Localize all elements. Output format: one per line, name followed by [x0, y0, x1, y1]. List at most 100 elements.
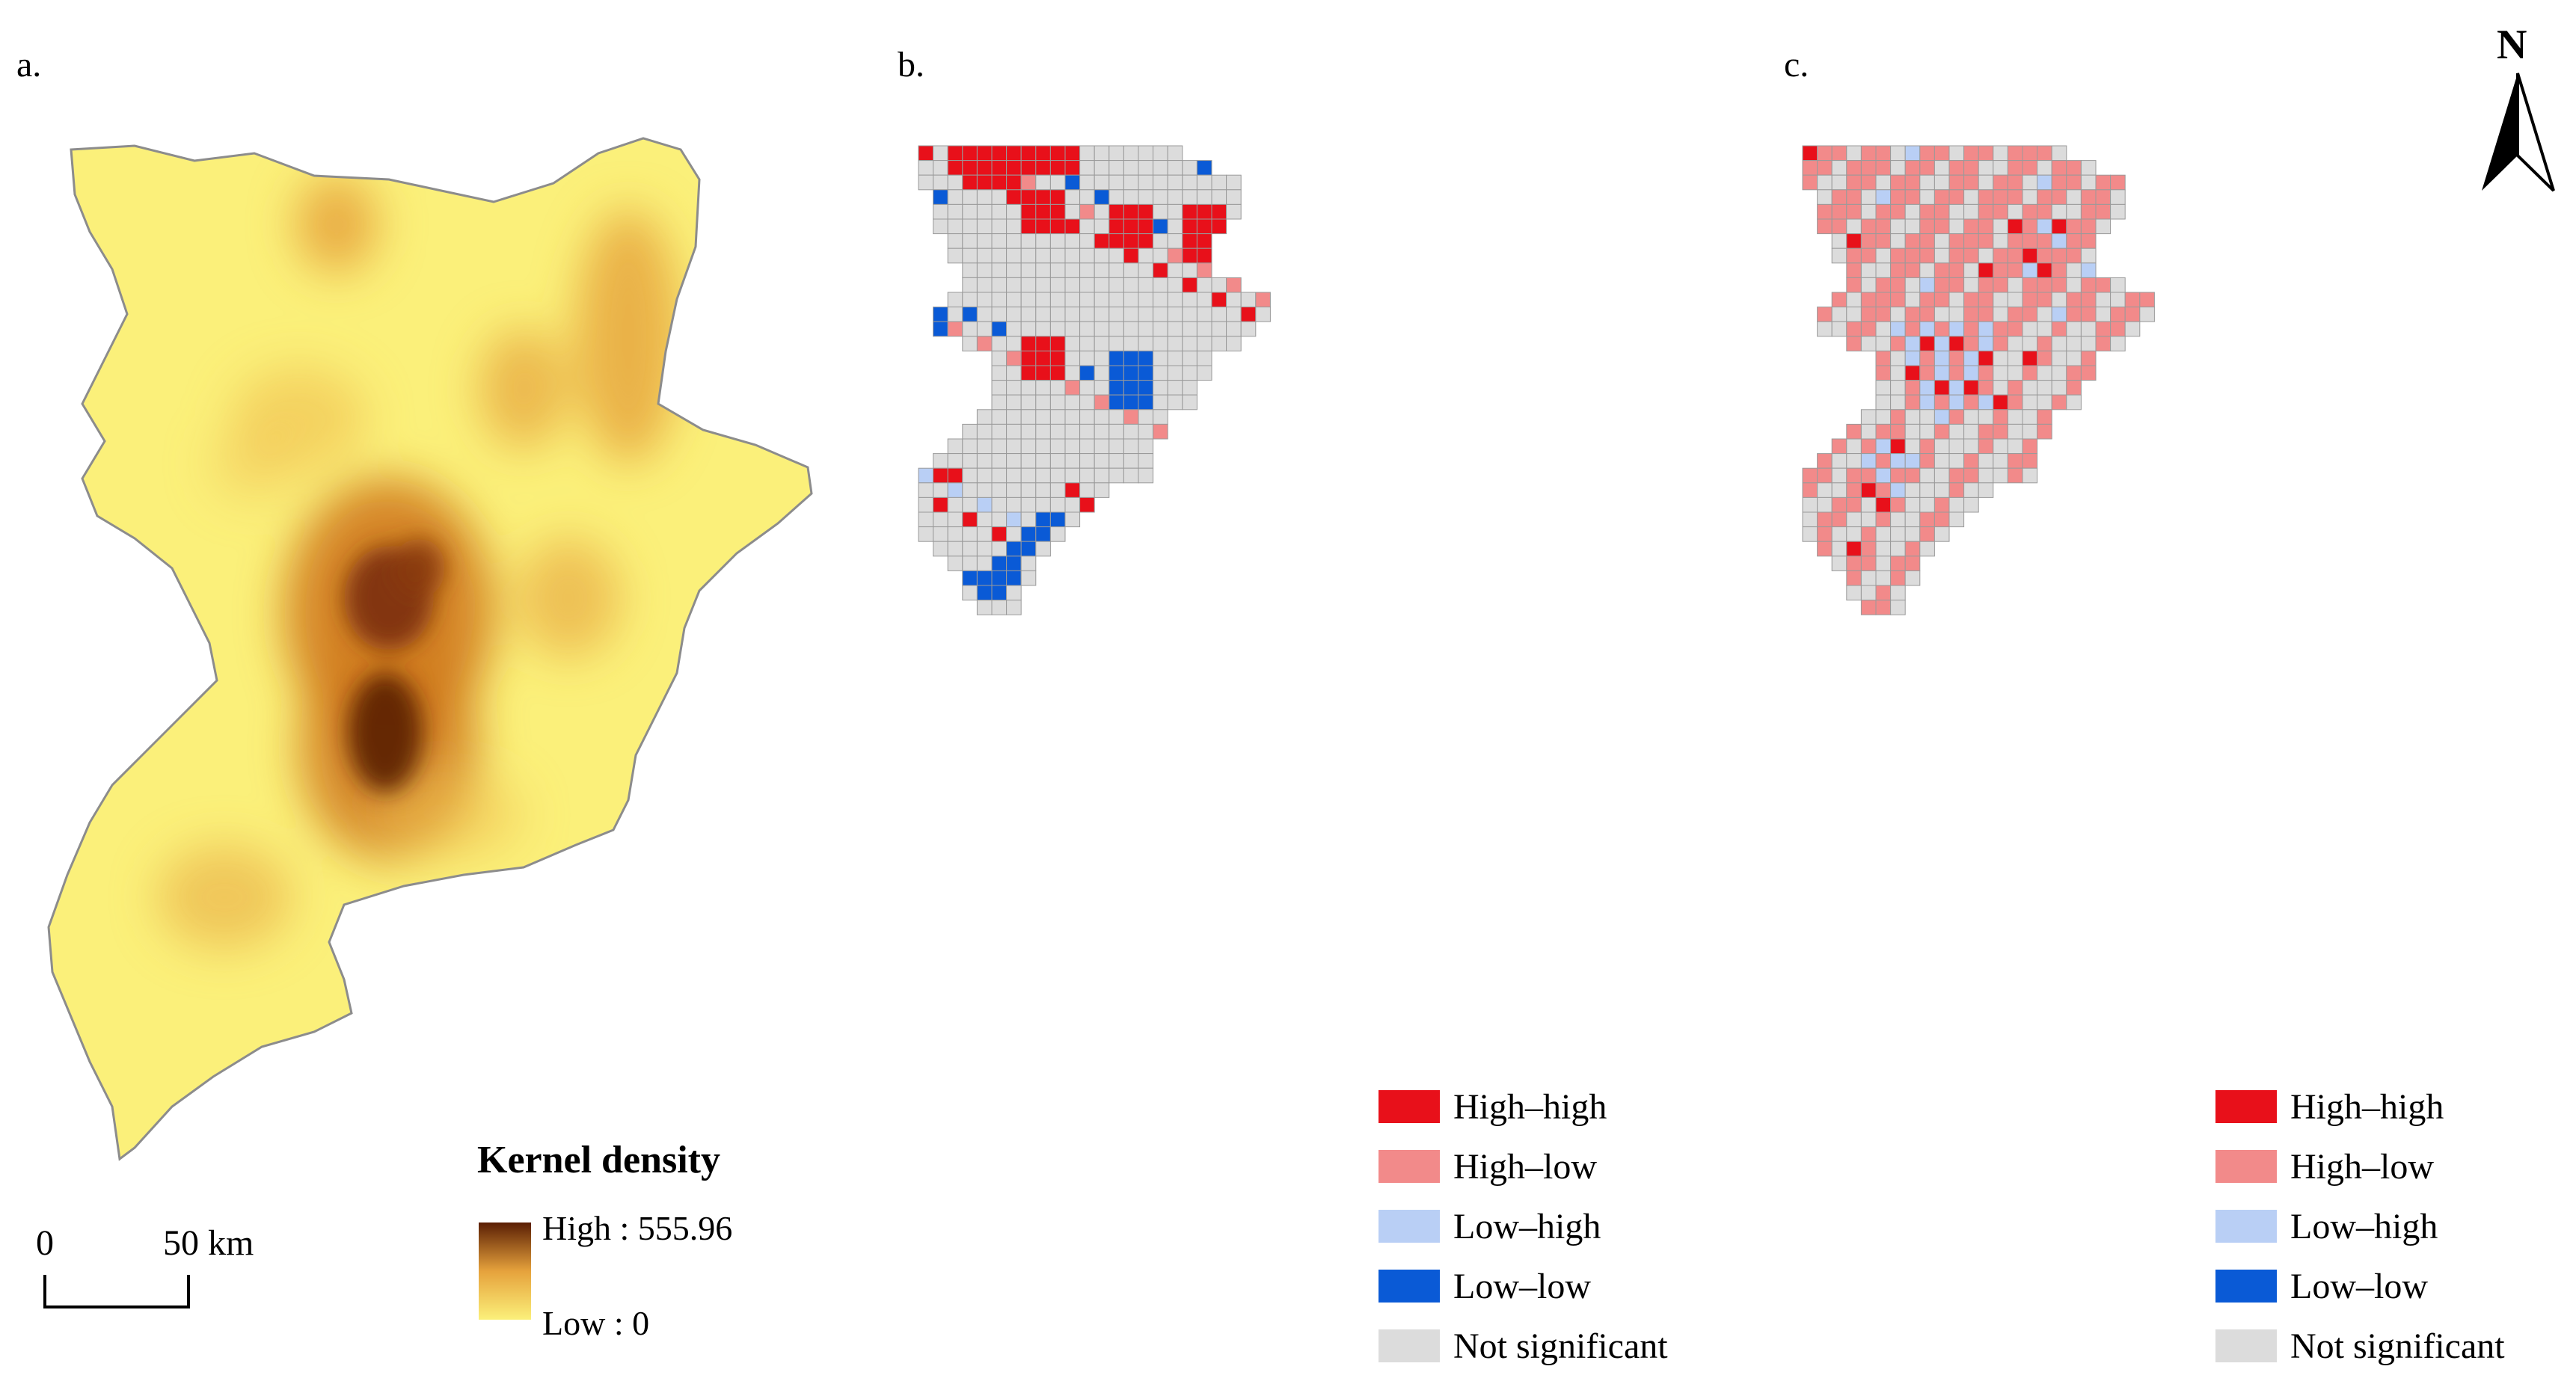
lisa-b-grid-cell — [1108, 174, 1124, 191]
lisa-c-grid-cell — [1860, 570, 1877, 586]
lisa-b-grid-cell — [1196, 365, 1212, 381]
lisa-b-grid-cell — [1094, 262, 1110, 278]
lisa-c-grid-cell — [1963, 247, 1979, 264]
lisa-c-grid-cell — [2051, 218, 2067, 235]
lisa-c-grid-cell — [2007, 218, 2023, 235]
lisa-c-grid-cell — [2007, 438, 2023, 455]
lisa-b-grid-cell — [1006, 394, 1022, 410]
lisa-b-grid-cell — [1020, 438, 1037, 455]
lisa-b-grid-cell — [1138, 218, 1154, 235]
lisa-b-grid-cell — [1226, 307, 1242, 322]
lisa-b-grid-cell — [976, 541, 993, 557]
lisa-c-grid-cell — [1846, 321, 1862, 337]
lisa-b-grid-cell — [962, 438, 978, 455]
lisa-c-grid-cell — [2066, 247, 2082, 264]
lisa-c-grid-cell — [1846, 262, 1862, 278]
lisa-c-grid-cell — [1993, 423, 2008, 440]
lisa-legend-c-swatch-lh — [2215, 1210, 2277, 1243]
lisa-c-grid-cell — [1846, 585, 1862, 601]
lisa-b-grid-cell — [1049, 380, 1066, 396]
lisa-legend-b-swatch-hl — [1379, 1150, 1440, 1183]
lisa-b-grid-cell — [1020, 336, 1037, 351]
lisa-c-grid-cell — [2080, 247, 2097, 264]
lisa-b-grid-cell — [1064, 350, 1081, 366]
lisa-b-grid-cell — [1079, 277, 1095, 293]
lisa-c-grid-cell — [1963, 394, 1979, 410]
lisa-c-grid-cell — [1963, 438, 1979, 455]
lisa-b-grid-cell — [1226, 174, 1242, 191]
lisa-b-grid-cell — [947, 482, 963, 498]
lisa-c-grid-cell — [1904, 365, 1921, 381]
lisa-b-grid-cell — [1049, 511, 1066, 528]
lisa-b-grid-cell — [976, 189, 993, 205]
lisa-c-grid-cell — [2007, 145, 2023, 162]
lisa-c-grid-cell — [2080, 336, 2097, 351]
lisa-c-grid-cell — [1993, 189, 2008, 205]
lisa-c-grid-cell — [1993, 277, 2008, 293]
lisa-b-grid-cell — [1049, 247, 1066, 264]
lisa-b-grid-cell — [933, 189, 948, 205]
lisa-b-grid-cell — [1211, 277, 1227, 293]
lisa-c-grid-cell — [2022, 277, 2038, 293]
lisa-b-grid-cell — [962, 307, 978, 322]
lisa-c-grid-cell — [1817, 307, 1833, 322]
lisa-c-grid-cell — [1846, 277, 1862, 293]
lisa-b-grid-cell — [1240, 292, 1257, 308]
lisa-b-grid-cell — [1167, 336, 1183, 351]
lisa-c-grid-cell — [2066, 203, 2082, 220]
lisa-c-grid-cell — [2080, 189, 2097, 205]
lisa-c-grid-cell — [1963, 218, 1979, 235]
lisa-c-grid-cell — [2037, 423, 2052, 440]
lisa-b-grid-cell — [1123, 160, 1139, 176]
lisa-b-grid-cell — [1123, 380, 1139, 396]
lisa-c-grid-cell — [1846, 423, 1862, 440]
lisa-c-grid-cell — [2066, 394, 2082, 410]
lisa-b-grid-cell — [1094, 277, 1110, 293]
lisa-b-grid-cell — [1020, 511, 1037, 528]
lisa-b-grid-cell — [1006, 467, 1022, 484]
kernel-density-map — [47, 137, 813, 1160]
lisa-b-grid-cell — [1006, 307, 1022, 322]
lisa-b-grid-cell — [1035, 160, 1051, 176]
lisa-c-grid-cell — [1875, 277, 1892, 293]
lisa-b-grid-cell — [1138, 394, 1154, 410]
lisa-b-grid-cell — [962, 247, 978, 264]
lisa-b-grid-cell — [962, 145, 978, 162]
lisa-b-grid-cell — [933, 453, 948, 469]
lisa-c-grid-cell — [1846, 511, 1862, 528]
lisa-c-grid-cell — [1831, 438, 1847, 455]
lisa-b-grid-cell — [976, 174, 993, 191]
lisa-b-grid-cell — [1064, 423, 1081, 440]
lisa-b-grid-cell — [933, 482, 948, 498]
lisa-b-grid-cell — [1123, 453, 1139, 469]
lisa-b-grid-cell — [1049, 189, 1066, 205]
lisa-c-grid-cell — [1802, 482, 1818, 498]
lisa-b-grid-cell — [1006, 277, 1022, 293]
lisa-b-grid-cell — [1094, 453, 1110, 469]
scale-bar-zero: 0 — [36, 1223, 54, 1263]
lisa-c-grid-cell — [1919, 174, 1935, 191]
lisa-c-grid-cell — [1875, 394, 1892, 410]
lisa-c-grid-cell — [1846, 292, 1862, 308]
lisa-b-grid-cell — [991, 467, 1008, 484]
lisa-b-grid-cell — [1196, 247, 1212, 264]
lisa-c-grid-cell — [1963, 482, 1979, 498]
lisa-c-grid-cell — [2110, 307, 2126, 322]
lisa-c-grid-cell — [1993, 292, 2008, 308]
lisa-c-grid-cell — [1860, 233, 1877, 249]
lisa-b-grid-cell — [1006, 482, 1022, 498]
lisa-b-grid-cell — [1138, 409, 1154, 425]
lisa-b-grid-cell — [1108, 453, 1124, 469]
lisa-b-grid-cell — [1035, 409, 1051, 425]
lisa-legend-b-label-ll: Low–low — [1453, 1267, 1591, 1306]
lisa-c-grid-cell — [1831, 218, 1847, 235]
lisa-c-grid-cell — [1860, 423, 1877, 440]
lisa-b-grid-cell — [1182, 307, 1197, 322]
lisa-c-grid-cell — [1919, 292, 1935, 308]
lisa-b-grid-cell — [991, 541, 1008, 557]
lisa-c-grid-cell — [1933, 160, 1950, 176]
lisa-b-grid-cell — [1049, 307, 1066, 322]
lisa-b-grid-cell — [1006, 526, 1022, 542]
lisa-legend-b-label-hl: High–low — [1453, 1147, 1597, 1187]
lisa-b-grid-cell — [1035, 380, 1051, 396]
